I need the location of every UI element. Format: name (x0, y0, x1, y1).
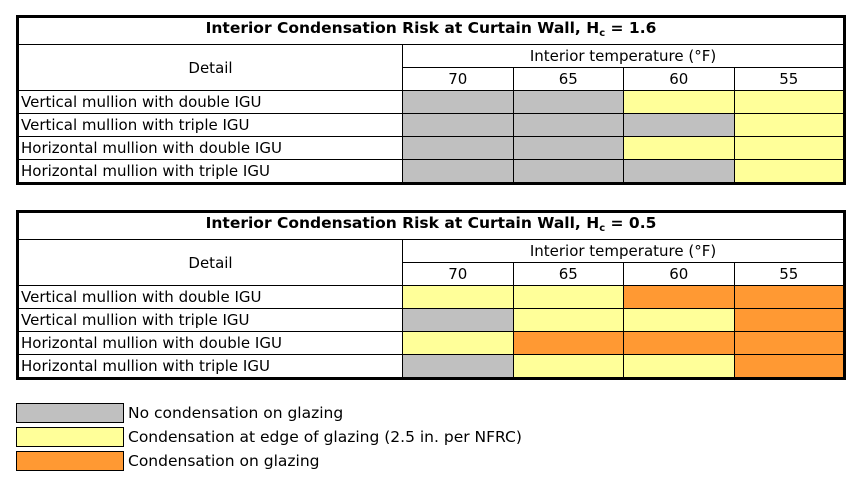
temp-column-65: 65 (512, 67, 624, 91)
legend-label: Condensation at edge of glazing (2.5 in.… (128, 428, 522, 446)
row-label: Vertical mullion with triple IGU (17, 113, 403, 137)
risk-cell (402, 354, 514, 379)
table-row: Vertical mullion with triple IGU (17, 308, 845, 332)
table-title: Interior Condensation Risk at Curtain Wa… (17, 16, 845, 45)
temp-column-60: 60 (623, 262, 735, 286)
risk-cell (733, 308, 845, 332)
legend-item-edge-condensation: Condensation at edge of glazing (2.5 in.… (16, 425, 522, 449)
risk-cell (512, 331, 624, 355)
table-row: Vertical mullion with double IGU (17, 285, 845, 309)
legend-label: Condensation on glazing (128, 452, 320, 470)
table-row: Vertical mullion with double IGU (17, 90, 845, 114)
risk-cell (733, 159, 845, 184)
risk-cell (402, 113, 514, 137)
legend: No condensation on glazing Condensation … (16, 401, 522, 473)
table-row: Horizontal mullion with triple IGU (17, 354, 845, 379)
detail-header: Detail (17, 44, 403, 91)
risk-cell (623, 159, 735, 184)
risk-cell (402, 136, 514, 160)
table-row: Horizontal mullion with double IGU (17, 136, 845, 160)
row-label: Horizontal mullion with triple IGU (17, 354, 403, 379)
table-row: Horizontal mullion with triple IGU (17, 159, 845, 184)
risk-cell (402, 285, 514, 309)
risk-cell (623, 113, 735, 137)
risk-cell (733, 136, 845, 160)
row-label: Horizontal mullion with double IGU (17, 331, 403, 355)
temp-column-55: 55 (733, 67, 845, 91)
legend-label: No condensation on glazing (128, 404, 344, 422)
risk-cell (512, 136, 624, 160)
risk-cell (733, 90, 845, 114)
legend-swatch-orange (16, 451, 124, 471)
table-row: Vertical mullion with triple IGU (17, 113, 845, 137)
risk-cell (512, 308, 624, 332)
legend-swatch-gray (16, 403, 124, 423)
legend-swatch-yellow (16, 427, 124, 447)
risk-cell (733, 354, 845, 379)
table-title: Interior Condensation Risk at Curtain Wa… (17, 211, 845, 240)
temp-column-70: 70 (402, 67, 514, 91)
risk-cell (402, 90, 514, 114)
risk-cell (402, 308, 514, 332)
condensation-table-hc-1-6: Interior Condensation Risk at Curtain Wa… (16, 15, 846, 185)
risk-cell (512, 285, 624, 309)
risk-cell (623, 136, 735, 160)
risk-cell (733, 285, 845, 309)
temp-column-55: 55 (733, 262, 845, 286)
risk-cell (402, 331, 514, 355)
table-row: Horizontal mullion with double IGU (17, 331, 845, 355)
risk-cell (402, 159, 514, 184)
temp-column-60: 60 (623, 67, 735, 91)
temp-column-65: 65 (512, 262, 624, 286)
risk-cell (733, 113, 845, 137)
row-label: Vertical mullion with double IGU (17, 285, 403, 309)
temperature-header: Interior temperature (°F) (402, 239, 845, 263)
temperature-header: Interior temperature (°F) (402, 44, 845, 68)
detail-header: Detail (17, 239, 403, 286)
row-label: Vertical mullion with triple IGU (17, 308, 403, 332)
row-label: Horizontal mullion with triple IGU (17, 159, 403, 184)
row-label: Vertical mullion with double IGU (17, 90, 403, 114)
risk-cell (512, 159, 624, 184)
legend-item-no-condensation: No condensation on glazing (16, 401, 522, 425)
risk-cell (512, 354, 624, 379)
risk-cell (623, 331, 735, 355)
risk-cell (512, 90, 624, 114)
risk-cell (512, 113, 624, 137)
risk-cell (623, 308, 735, 332)
row-label: Horizontal mullion with double IGU (17, 136, 403, 160)
temp-column-70: 70 (402, 262, 514, 286)
risk-cell (733, 331, 845, 355)
risk-cell (623, 354, 735, 379)
risk-cell (623, 285, 735, 309)
risk-cell (623, 90, 735, 114)
condensation-table-hc-0-5: Interior Condensation Risk at Curtain Wa… (16, 210, 846, 380)
legend-item-glazing-condensation: Condensation on glazing (16, 449, 522, 473)
